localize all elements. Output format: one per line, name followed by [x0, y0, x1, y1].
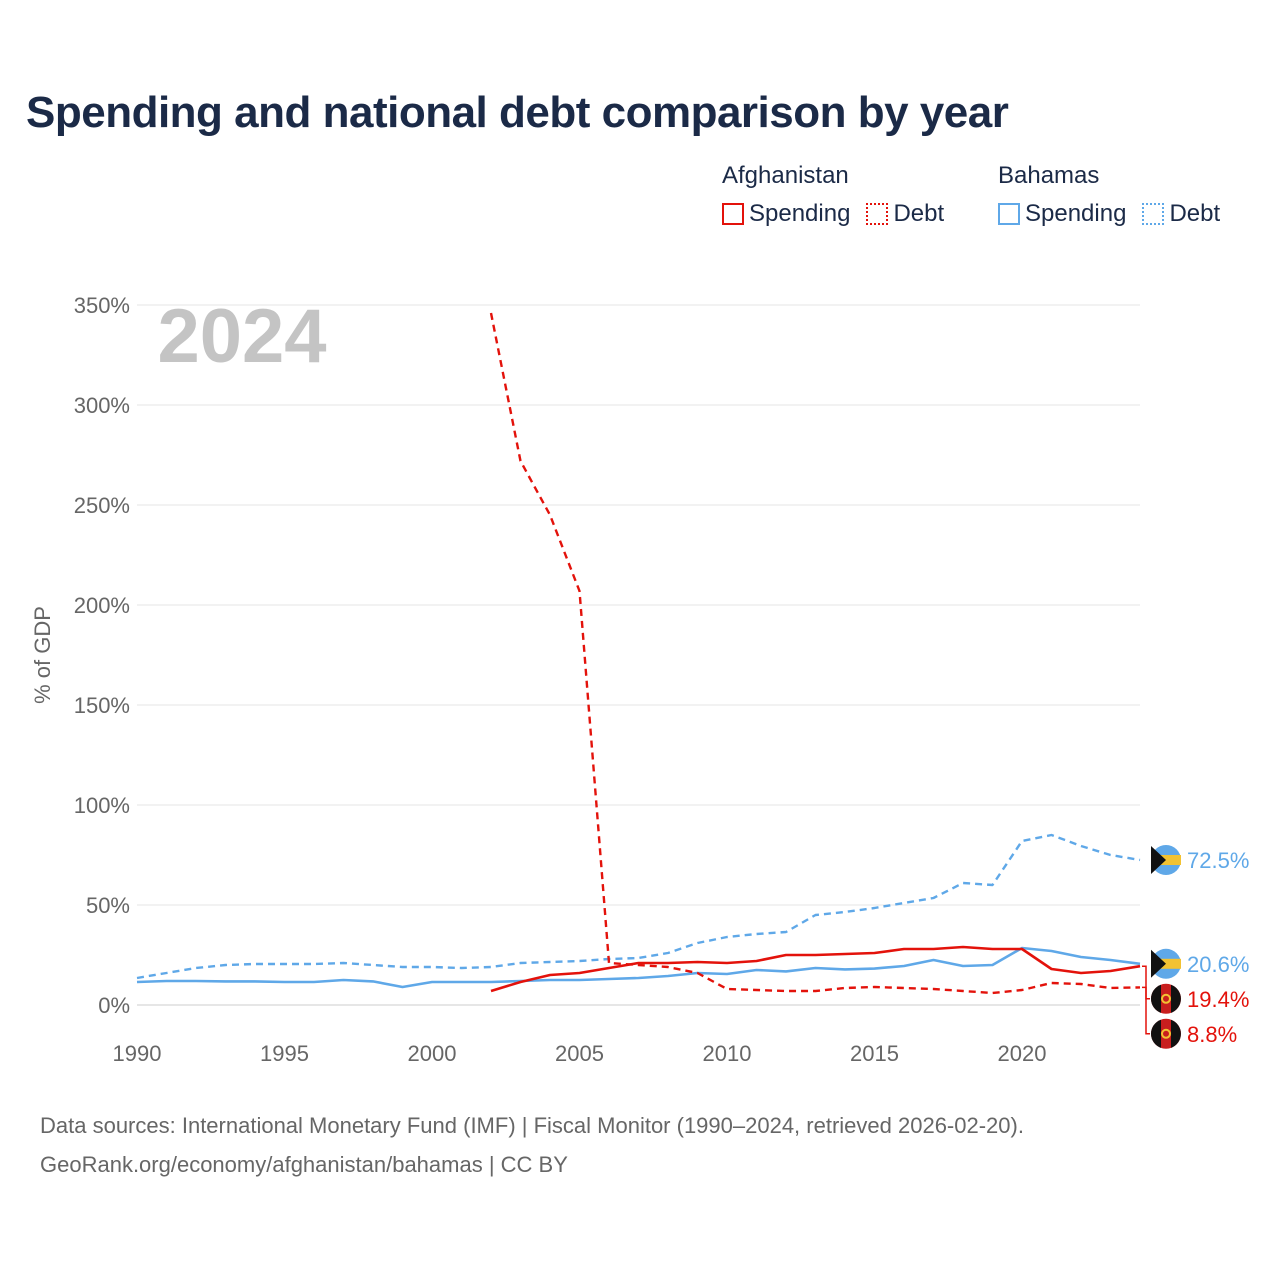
- x-tick-label: 1990: [113, 1041, 162, 1066]
- footer: Data sources: International Monetary Fun…: [40, 1106, 1024, 1184]
- y-tick-label: 250%: [74, 493, 130, 518]
- end-label-connector: [1142, 965, 1150, 1000]
- series-line-bahamas-spending[interactable]: [136, 946, 1141, 989]
- x-tick-label: 2020: [998, 1041, 1047, 1066]
- end-label-afghanistan-spending: 19.4%: [1187, 987, 1249, 1012]
- legend-bahamas-spending[interactable]: Spending: [998, 200, 1126, 228]
- end-label-afghanistan-debt: 8.8%: [1187, 1022, 1237, 1047]
- flag-bahamas-icon: [1151, 948, 1181, 979]
- y-tick-label: 300%: [74, 393, 130, 418]
- flag-afghanistan-icon: [1151, 1018, 1181, 1049]
- source-link[interactable]: GeoRank.org/economy/afghanistan/bahamas …: [40, 1152, 568, 1177]
- dotted-line-swatch-icon: [1142, 203, 1165, 225]
- legend-afghanistan-spending[interactable]: Spending: [722, 200, 850, 228]
- y-tick-label: 50%: [86, 893, 130, 918]
- data-source-note: Data sources: International Monetary Fun…: [40, 1113, 1024, 1138]
- legend-bahamas-debt-label: Debt: [1169, 200, 1221, 227]
- series-line-afghanistan-debt[interactable]: [489, 312, 1141, 995]
- end-label-bahamas-debt: 72.5%: [1187, 848, 1249, 873]
- x-tick-label: 2015: [850, 1041, 899, 1066]
- legend-afghanistan-spending-label: Spending: [749, 200, 851, 227]
- y-tick-label: 200%: [74, 593, 130, 618]
- x-tick-label: 2005: [555, 1041, 604, 1066]
- solid-line-swatch-icon: [998, 203, 1020, 225]
- x-tick-label: 1995: [260, 1041, 309, 1066]
- end-label-connector: [1142, 986, 1150, 1035]
- legend-bahamas-spending-label: Spending: [1025, 200, 1127, 227]
- end-label-bahamas-spending: 20.6%: [1187, 952, 1249, 977]
- series-line-afghanistan-spending[interactable]: [490, 945, 1141, 993]
- y-axis-label: % of GDP: [30, 606, 55, 704]
- chart-title: Spending and national debt comparison by…: [26, 88, 1009, 137]
- y-tick-label: 150%: [74, 693, 130, 718]
- legend-bahamas-debt[interactable]: Debt: [1142, 200, 1220, 228]
- y-tick-label: 0%: [98, 993, 130, 1018]
- flag-bahamas-icon: [1151, 845, 1181, 875]
- legend-group-bahamas: Bahamas Spending Debt: [998, 162, 1220, 228]
- year-watermark: 2024: [157, 294, 326, 379]
- legend-bahamas-title: Bahamas: [998, 162, 1100, 189]
- legend-group-afghanistan: Afghanistan Spending Debt: [722, 162, 960, 228]
- x-tick-label: 2000: [408, 1041, 457, 1066]
- x-tick-label: 2010: [703, 1041, 752, 1066]
- legend-afghanistan-debt-label: Debt: [893, 200, 945, 227]
- dotted-line-swatch-icon: [866, 203, 889, 225]
- solid-line-swatch-icon: [722, 203, 744, 225]
- y-tick-label: 350%: [74, 293, 130, 318]
- flag-afghanistan-icon: [1151, 983, 1181, 1014]
- legend-afghanistan-debt[interactable]: Debt: [866, 200, 944, 228]
- y-tick-label: 100%: [74, 793, 130, 818]
- line-chart: 0% 50% 100% 150% 200% 250% 300% 350% 1990 1995 200…: [30, 293, 1249, 1066]
- legend-afghanistan-title: Afghanistan: [722, 162, 849, 189]
- series-line-bahamas-debt[interactable]: [136, 833, 1141, 980]
